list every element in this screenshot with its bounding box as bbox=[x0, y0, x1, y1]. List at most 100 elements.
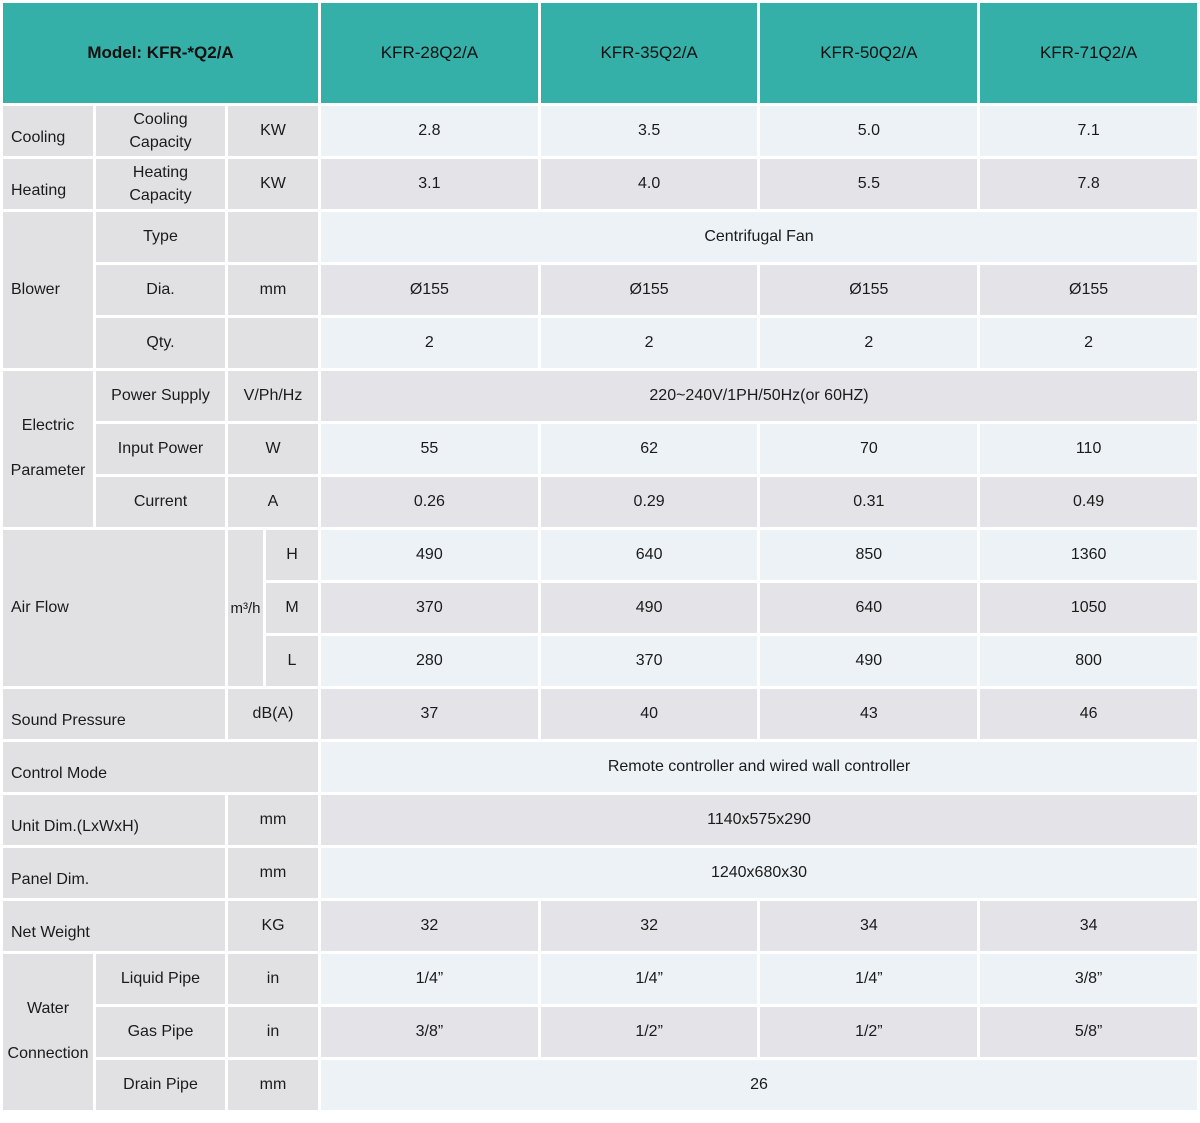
row-label-cooling-capacity: Cooling Capacity bbox=[96, 106, 225, 156]
net-weight-value-0: 32 bbox=[321, 901, 538, 951]
cooling-value-0: 2.8 bbox=[321, 106, 538, 156]
row-label-control-mode: Control Mode bbox=[3, 742, 319, 792]
row-current: Current A 0.26 0.29 0.31 0.49 bbox=[3, 477, 1197, 527]
group-label-heating: Heating bbox=[3, 159, 93, 209]
unit-cooling: KW bbox=[228, 106, 319, 156]
unit-unit-dim: mm bbox=[228, 795, 319, 845]
row-panel-dim: Panel Dim. mm 1240x680x30 bbox=[3, 848, 1197, 898]
gas-pipe-value-1: 1/2” bbox=[540, 1007, 758, 1057]
blower-qty-value-2: 2 bbox=[760, 318, 978, 368]
row-airflow-l: L 280 370 490 800 bbox=[3, 636, 1197, 686]
blower-qty-value-3: 2 bbox=[980, 318, 1197, 368]
unit-dim-value: 1140x575x290 bbox=[321, 795, 1197, 845]
airflow-l-value-1: 370 bbox=[540, 636, 758, 686]
cooling-value-3: 7.1 bbox=[980, 106, 1197, 156]
sound-value-1: 40 bbox=[540, 689, 758, 739]
row-airflow-h: Air Flow m³/h H 490 640 850 1360 bbox=[3, 530, 1197, 686]
unit-heating: KW bbox=[228, 159, 319, 209]
gas-pipe-value-2: 1/2” bbox=[760, 1007, 978, 1057]
blower-type-value: Centrifugal Fan bbox=[321, 212, 1197, 262]
unit-airflow: m³/h bbox=[228, 530, 263, 686]
gas-pipe-value-3: 5/8” bbox=[980, 1007, 1197, 1057]
airflow-l-value-3: 800 bbox=[980, 636, 1197, 686]
row-label-power-supply: Power Supply bbox=[96, 371, 225, 421]
sound-value-0: 37 bbox=[321, 689, 538, 739]
group-label-air-flow: Air Flow bbox=[3, 530, 225, 686]
column-header-kfr50: KFR-50Q2/A bbox=[760, 3, 978, 103]
row-sound-pressure: Sound Pressure dB(A) 37 40 43 46 bbox=[3, 689, 1197, 739]
row-label-airflow-l: L bbox=[266, 636, 319, 686]
row-heating: Heating Heating Capacity KW 3.1 4.0 5.5 … bbox=[3, 159, 1197, 209]
column-header-kfr35: KFR-35Q2/A bbox=[540, 3, 758, 103]
row-label-net-weight: Net Weight bbox=[3, 901, 225, 951]
row-label-current: Current bbox=[96, 477, 225, 527]
row-label-blower-type: Type bbox=[96, 212, 225, 262]
airflow-h-value-3: 1360 bbox=[980, 530, 1197, 580]
row-input-power: Input Power W 55 62 70 110 bbox=[3, 424, 1197, 474]
cooling-value-2: 5.0 bbox=[760, 106, 978, 156]
group-label-electric-parameter: Electric Parameter bbox=[3, 371, 93, 527]
model-header-cell: Model: KFR-*Q2/A bbox=[3, 3, 319, 103]
blower-qty-value-0: 2 bbox=[321, 318, 538, 368]
unit-sound-pressure: dB(A) bbox=[228, 689, 319, 739]
heating-value-0: 3.1 bbox=[321, 159, 538, 209]
row-blower-type: Blower Type Centrifugal Fan bbox=[3, 212, 1197, 368]
airflow-m-value-1: 490 bbox=[540, 583, 758, 633]
liquid-pipe-value-1: 1/4” bbox=[540, 954, 758, 1004]
liquid-pipe-value-3: 3/8” bbox=[980, 954, 1197, 1004]
header-row: Model: KFR-*Q2/A KFR-28Q2/A KFR-35Q2/A K… bbox=[3, 3, 1197, 103]
airflow-m-value-3: 1050 bbox=[980, 583, 1197, 633]
unit-drain-pipe: mm bbox=[228, 1060, 319, 1110]
unit-blower-dia: mm bbox=[228, 265, 319, 315]
airflow-h-value-1: 640 bbox=[540, 530, 758, 580]
row-label-unit-dim: Unit Dim.(LxWxH) bbox=[3, 795, 225, 845]
net-weight-value-2: 34 bbox=[760, 901, 978, 951]
row-label-blower-dia: Dia. bbox=[96, 265, 225, 315]
blower-qty-value-1: 2 bbox=[540, 318, 758, 368]
unit-panel-dim: mm bbox=[228, 848, 319, 898]
row-blower-dia: Dia. mm Ø155 Ø155 Ø155 Ø155 bbox=[3, 265, 1197, 315]
unit-current: A bbox=[228, 477, 319, 527]
row-label-panel-dim: Panel Dim. bbox=[3, 848, 225, 898]
row-cooling: Cooling Cooling Capacity KW 2.8 3.5 5.0 … bbox=[3, 106, 1197, 156]
airflow-m-value-2: 640 bbox=[760, 583, 978, 633]
liquid-pipe-value-0: 1/4” bbox=[321, 954, 538, 1004]
row-label-input-power: Input Power bbox=[96, 424, 225, 474]
row-label-sound-pressure: Sound Pressure bbox=[3, 689, 225, 739]
sound-value-3: 46 bbox=[980, 689, 1197, 739]
unit-net-weight: KG bbox=[228, 901, 319, 951]
column-header-kfr71: KFR-71Q2/A bbox=[980, 3, 1197, 103]
row-unit-dim: Unit Dim.(LxWxH) mm 1140x575x290 bbox=[3, 795, 1197, 845]
row-label-drain-pipe: Drain Pipe bbox=[96, 1060, 225, 1110]
blower-dia-value-1: Ø155 bbox=[540, 265, 758, 315]
row-label-liquid-pipe: Liquid Pipe bbox=[96, 954, 225, 1004]
net-weight-value-3: 34 bbox=[980, 901, 1197, 951]
input-power-value-3: 110 bbox=[980, 424, 1197, 474]
current-value-3: 0.49 bbox=[980, 477, 1197, 527]
row-gas-pipe: Gas Pipe in 3/8” 1/2” 1/2” 5/8” bbox=[3, 1007, 1197, 1057]
row-blower-qty: Qty. 2 2 2 2 bbox=[3, 318, 1197, 368]
input-power-value-0: 55 bbox=[321, 424, 538, 474]
input-power-value-2: 70 bbox=[760, 424, 978, 474]
group-label-blower: Blower bbox=[3, 212, 93, 368]
group-label-water-connection: Water Connection bbox=[3, 954, 93, 1110]
column-header-kfr28: KFR-28Q2/A bbox=[321, 3, 538, 103]
row-label-gas-pipe: Gas Pipe bbox=[96, 1007, 225, 1057]
unit-gas-pipe: in bbox=[228, 1007, 319, 1057]
airflow-l-value-0: 280 bbox=[321, 636, 538, 686]
unit-power-supply: V/Ph/Hz bbox=[228, 371, 319, 421]
row-label-airflow-h: H bbox=[266, 530, 319, 580]
row-label-heating-capacity: Heating Capacity bbox=[96, 159, 225, 209]
unit-input-power: W bbox=[228, 424, 319, 474]
sound-value-2: 43 bbox=[760, 689, 978, 739]
cooling-value-1: 3.5 bbox=[540, 106, 758, 156]
unit-blower-type-empty bbox=[228, 212, 319, 262]
airflow-h-value-0: 490 bbox=[321, 530, 538, 580]
drain-pipe-value: 26 bbox=[321, 1060, 1197, 1110]
row-liquid-pipe: Water Connection Liquid Pipe in 1/4” 1/4… bbox=[3, 954, 1197, 1110]
row-airflow-m: M 370 490 640 1050 bbox=[3, 583, 1197, 633]
liquid-pipe-value-2: 1/4” bbox=[760, 954, 978, 1004]
control-mode-value: Remote controller and wired wall control… bbox=[321, 742, 1197, 792]
